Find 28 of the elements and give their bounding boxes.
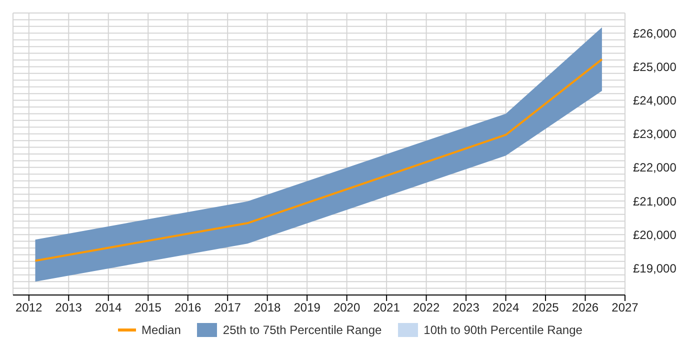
y-tick-label: £24,000: [633, 94, 677, 108]
x-tick-label: 2019: [294, 300, 321, 315]
x-tick-label: 2023: [452, 300, 480, 315]
x-tick-label: 2027: [612, 300, 639, 315]
x-tick-label: 2026: [572, 300, 599, 315]
legend-label: Median: [142, 323, 181, 337]
y-tick-label: £20,000: [633, 228, 677, 242]
y-tick-label: £19,000: [633, 261, 677, 276]
x-tick-label: 2025: [532, 300, 560, 315]
legend-label: 25th to 75th Percentile Range: [222, 323, 382, 337]
x-tick-label: 2018: [254, 300, 282, 315]
y-tick-label: £26,000: [633, 26, 677, 40]
y-tick-label: £21,000: [633, 194, 677, 208]
x-tick-label: 2017: [214, 300, 242, 315]
legend-label: 10th to 90th Percentile Range: [424, 323, 582, 337]
y-tick-label: £22,000: [633, 160, 677, 175]
y-tick-label: £23,000: [633, 127, 677, 142]
x-tick-label: 2013: [55, 300, 82, 315]
x-tick-label: 2014: [95, 300, 122, 315]
x-tick-label: 2015: [134, 300, 162, 315]
x-tick-label: 2020: [333, 300, 360, 315]
x-tick-label: 2022: [412, 300, 440, 315]
x-tick-label: 2016: [174, 300, 202, 315]
x-tick-label: 2021: [373, 300, 400, 315]
x-tick-label: 2024: [492, 300, 520, 315]
y-tick-label: £25,000: [633, 60, 677, 74]
x-tick-label: 2012: [16, 300, 43, 315]
line-series: [34, 58, 603, 262]
